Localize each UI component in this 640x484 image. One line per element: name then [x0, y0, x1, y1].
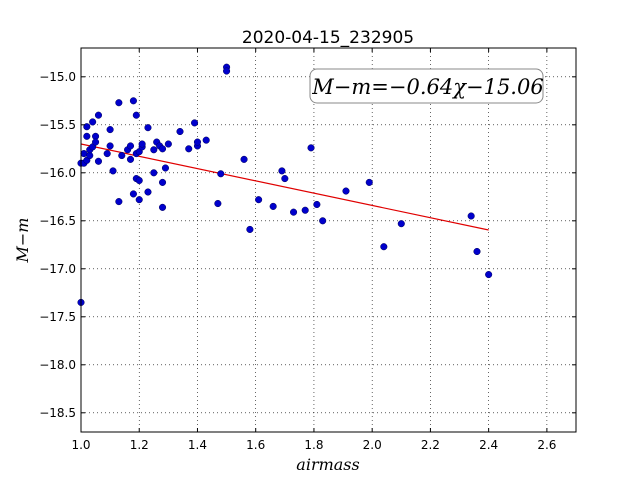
x-tick-label: 1.4 — [188, 438, 207, 452]
data-point — [129, 190, 137, 198]
data-point — [103, 150, 111, 158]
data-point — [307, 144, 315, 152]
data-point — [135, 176, 143, 185]
data-point — [115, 99, 123, 107]
y-tick-label: −18.0 — [39, 358, 76, 372]
data-point — [313, 200, 321, 209]
x-tick-label: 1.0 — [71, 438, 90, 452]
data-point — [223, 67, 231, 75]
data-point — [89, 118, 97, 126]
data-point — [278, 167, 286, 175]
data-point — [164, 140, 172, 148]
data-point — [92, 138, 100, 146]
data-point — [158, 203, 167, 211]
data-point — [365, 178, 373, 186]
data-point — [342, 187, 350, 195]
data-point — [185, 145, 193, 153]
data-point — [214, 199, 222, 208]
y-tick-label: −15.0 — [39, 70, 76, 84]
data-point — [144, 188, 152, 196]
data-point — [473, 247, 481, 256]
data-point — [115, 198, 123, 206]
data-point — [132, 111, 140, 119]
data-point — [144, 124, 152, 132]
data-point — [150, 146, 158, 154]
fit-layer — [80, 143, 489, 231]
plot-area — [81, 48, 576, 432]
equation-box — [309, 68, 544, 104]
x-tick-label: 2.0 — [363, 438, 382, 452]
y-tick-label: −17.5 — [39, 310, 76, 324]
data-point — [94, 111, 103, 119]
data-point — [281, 175, 289, 183]
y-tick-label: −16.0 — [39, 166, 76, 180]
data-point — [109, 167, 117, 175]
data-point — [158, 145, 167, 153]
data-point — [202, 136, 210, 144]
data-point — [380, 243, 388, 251]
x-tick-label: 2.2 — [421, 438, 440, 452]
data-point — [467, 212, 475, 220]
data-point — [217, 170, 225, 178]
data-point — [126, 155, 135, 163]
y-tick-label: −16.5 — [39, 214, 76, 228]
data-point — [94, 157, 103, 165]
equation-annotation: M−m=−0.64χ−15.06 — [311, 75, 543, 99]
data-point — [193, 138, 202, 146]
y-axis-label: M−m — [13, 218, 32, 264]
data-point — [138, 140, 146, 148]
data-point — [290, 208, 298, 216]
plot-frame — [80, 47, 577, 433]
x-tick-label: 2.4 — [479, 438, 498, 452]
y-tick-label: −15.5 — [39, 118, 76, 132]
data-point — [246, 225, 254, 233]
chart-title: 2020-04-15_232905 — [242, 28, 414, 48]
data-point — [118, 151, 126, 160]
data-point — [83, 132, 91, 140]
x-axis-label: airmass — [296, 455, 359, 474]
data-point — [191, 119, 199, 127]
x-tick-label: 2.6 — [537, 438, 556, 452]
data-point — [301, 206, 309, 214]
data-point — [106, 142, 114, 150]
y-tick-label: −18.5 — [39, 406, 76, 420]
data-point — [269, 202, 277, 210]
data-point — [319, 217, 327, 225]
data-point — [397, 220, 405, 228]
data-point — [176, 127, 184, 136]
x-tick-label: 1.2 — [130, 438, 149, 452]
data-point — [106, 126, 114, 134]
y-tick-label: −17.0 — [39, 262, 76, 276]
data-point — [158, 178, 167, 186]
points-layer — [77, 63, 493, 306]
data-point — [240, 155, 248, 163]
data-point — [255, 196, 263, 204]
fit-line — [80, 143, 489, 231]
data-point — [135, 196, 143, 204]
data-point — [126, 142, 135, 150]
data-point — [485, 271, 493, 279]
x-tick-label: 1.8 — [304, 438, 323, 452]
data-point — [129, 97, 137, 105]
data-point — [161, 164, 169, 172]
data-point — [83, 123, 91, 131]
x-tick-label: 1.6 — [246, 438, 265, 452]
data-point — [150, 169, 158, 177]
ticks: 1.0 1.2 1.4 1.6 1.8 2.0 2.2 2.4 2.6 −15.0 −15.5 −16… — [39, 48, 576, 452]
